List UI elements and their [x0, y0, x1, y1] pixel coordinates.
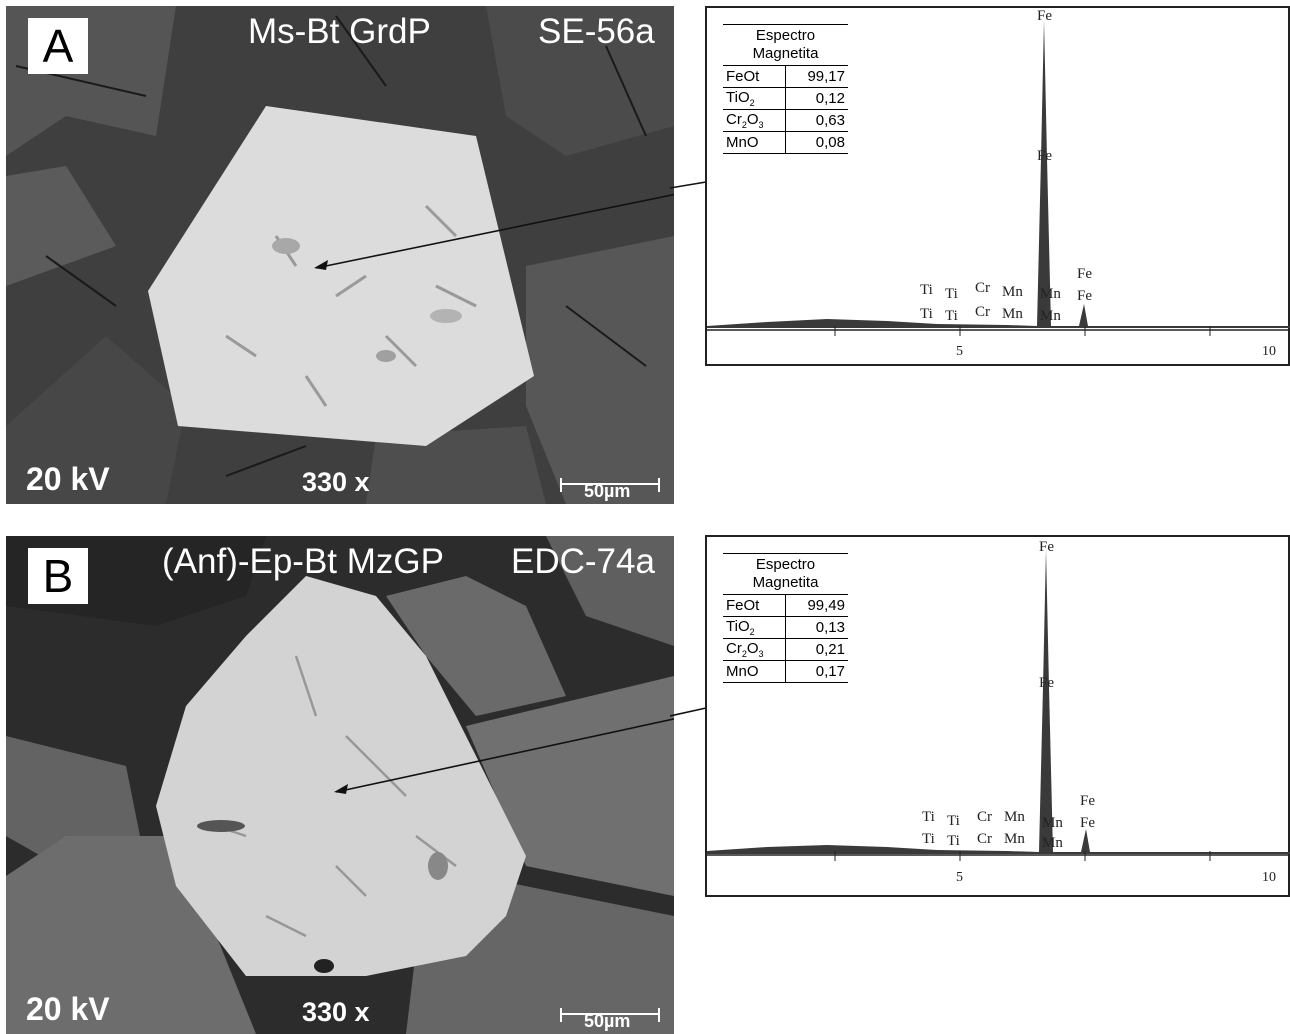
connector-line-a: [670, 180, 710, 190]
peak-label-fe: Fe: [1039, 675, 1054, 691]
peak-label-mn: Mn: [1004, 831, 1025, 847]
rock-type-label: Ms-Bt GrdP: [248, 12, 431, 52]
spectrum-plot-a: 5 10 Fe Fe Fe Fe Ti Ti Ti Ti Cr Cr Mn Mn…: [707, 8, 1290, 366]
voltage-label: 20 kV: [26, 991, 110, 1028]
peak-label-cr: Cr: [977, 831, 992, 847]
peak-label-mn: Mn: [1002, 284, 1023, 300]
tick-label: 10: [1262, 344, 1276, 359]
scale-bar-label: 50µm: [584, 481, 630, 502]
peak-label-fe: Fe: [1080, 793, 1095, 809]
peak-label-ti: Ti: [920, 306, 933, 322]
panel-letter: A: [28, 18, 88, 74]
peak-label-ti: Ti: [922, 831, 935, 847]
peak-label-mn: Mn: [1002, 306, 1023, 322]
scale-bar-label: 50µm: [584, 1011, 630, 1032]
eds-spectrum-b: Espectro Magnetita FeOt 99,49 TiO2 0,13 Cr…: [705, 535, 1290, 897]
peak-label-ti: Ti: [945, 286, 958, 302]
sample-id-label: EDC-74a: [511, 542, 655, 582]
peak-label-fe: Fe: [1037, 8, 1052, 24]
connector-line-b: [670, 706, 710, 718]
eds-spectrum-a: Espectro Magnetita FeOt 99,17 TiO2 0,12 Cr…: [705, 6, 1290, 366]
sem-micrograph-b: [6, 536, 674, 1034]
tick-label: 5: [956, 870, 963, 885]
peak-label-mn: Mn: [1040, 308, 1061, 324]
peak-label-mn: Mn: [1004, 809, 1025, 825]
voltage-label: 20 kV: [26, 461, 110, 498]
tick-label: 5: [956, 344, 963, 359]
sem-image-a: A Ms-Bt GrdP SE-56a 20 kV 330 x 50µm: [6, 6, 674, 504]
peak-label-cr: Cr: [977, 809, 992, 825]
spectrum-plot-b: 5 10 Fe Fe Fe Fe Ti Ti Ti Ti Cr Cr Mn Mn…: [707, 537, 1290, 897]
peak-label-fe: Fe: [1037, 148, 1052, 164]
peak-label-fe: Fe: [1039, 539, 1054, 555]
peak-label-ti: Ti: [920, 282, 933, 298]
magnification-label: 330 x: [302, 467, 370, 498]
peak-label-ti: Ti: [947, 833, 960, 849]
peak-label-cr: Cr: [975, 280, 990, 296]
rock-type-label: (Anf)-Ep-Bt MzGP: [162, 542, 444, 582]
peak-label-fe: Fe: [1080, 815, 1095, 831]
peak-label-mn: Mn: [1042, 815, 1063, 831]
peak-label-ti: Ti: [947, 813, 960, 829]
peak-label-mn: Mn: [1040, 286, 1061, 302]
sem-micrograph-a: [6, 6, 674, 504]
peak-label-fe: Fe: [1077, 266, 1092, 282]
peak-label-fe: Fe: [1077, 288, 1092, 304]
sample-id-label: SE-56a: [538, 12, 655, 52]
peak-label-ti: Ti: [922, 809, 935, 825]
peak-label-ti: Ti: [945, 308, 958, 324]
peak-label-mn: Mn: [1042, 835, 1063, 851]
panel-letter: B: [28, 548, 88, 604]
sem-image-b: B (Anf)-Ep-Bt MzGP EDC-74a 20 kV 330 x 5…: [6, 536, 674, 1034]
magnification-label: 330 x: [302, 997, 370, 1028]
peak-label-cr: Cr: [975, 304, 990, 320]
tick-label: 10: [1262, 870, 1276, 885]
